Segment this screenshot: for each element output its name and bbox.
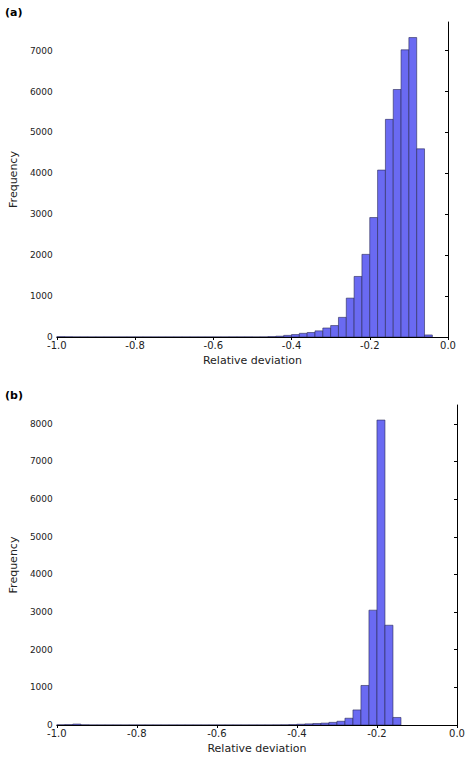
svg-text:1000: 1000 bbox=[30, 291, 53, 301]
svg-text:-0.6: -0.6 bbox=[204, 340, 224, 351]
svg-text:-0.8: -0.8 bbox=[125, 340, 145, 351]
svg-text:Relative deviation: Relative deviation bbox=[207, 742, 306, 755]
svg-text:6000: 6000 bbox=[30, 494, 53, 504]
svg-text:3000: 3000 bbox=[30, 209, 53, 219]
svg-text:0.0: 0.0 bbox=[440, 340, 456, 351]
svg-text:(a): (a) bbox=[5, 6, 22, 19]
svg-text:5000: 5000 bbox=[30, 532, 53, 542]
svg-text:4000: 4000 bbox=[30, 168, 53, 178]
svg-text:Frequency: Frequency bbox=[7, 151, 20, 208]
svg-text:2000: 2000 bbox=[30, 250, 53, 260]
svg-text:Frequency: Frequency bbox=[7, 536, 20, 593]
svg-text:3000: 3000 bbox=[30, 607, 53, 617]
svg-text:0.0: 0.0 bbox=[449, 728, 465, 739]
svg-text:-0.2: -0.2 bbox=[367, 728, 387, 739]
svg-text:(b): (b) bbox=[5, 389, 23, 402]
svg-text:5000: 5000 bbox=[30, 127, 53, 137]
svg-text:8000: 8000 bbox=[30, 419, 53, 429]
svg-text:-0.4: -0.4 bbox=[287, 728, 307, 739]
svg-text:1000: 1000 bbox=[30, 682, 53, 692]
svg-text:6000: 6000 bbox=[30, 87, 53, 97]
svg-text:Relative deviation: Relative deviation bbox=[203, 354, 302, 367]
svg-text:7000: 7000 bbox=[30, 456, 53, 466]
svg-text:-0.2: -0.2 bbox=[360, 340, 380, 351]
svg-text:-0.6: -0.6 bbox=[207, 728, 227, 739]
svg-text:0: 0 bbox=[47, 720, 53, 730]
svg-text:-1.0: -1.0 bbox=[47, 728, 67, 739]
svg-text:7000: 7000 bbox=[30, 46, 53, 56]
svg-text:-1.0: -1.0 bbox=[47, 340, 67, 351]
svg-text:-0.8: -0.8 bbox=[127, 728, 147, 739]
svg-text:2000: 2000 bbox=[30, 645, 53, 655]
svg-text:0: 0 bbox=[47, 332, 53, 342]
svg-text:4000: 4000 bbox=[30, 569, 53, 579]
svg-text:-0.4: -0.4 bbox=[282, 340, 302, 351]
